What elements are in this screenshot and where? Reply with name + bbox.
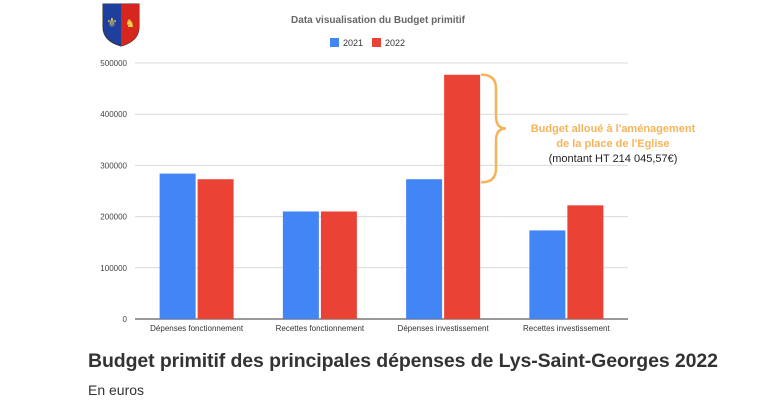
svg-text:⚜: ⚜ — [106, 16, 118, 31]
x-tick-label: Recettes investissement — [523, 324, 610, 333]
y-tick-label: 300000 — [100, 161, 127, 170]
x-tick-label: Dépenses investissement — [398, 324, 490, 333]
bar-2021-3 — [529, 230, 566, 319]
y-tick-label: 200000 — [100, 213, 127, 222]
bar-2022-0 — [197, 179, 234, 319]
annotation-highlight-line2: de la place de l'Eglise — [556, 138, 670, 150]
coat-of-arms-icon: ⚜ ♞ — [102, 3, 140, 47]
y-tick-label: 0 — [123, 315, 128, 324]
annotation-highlight-line1: Budget alloué à l'aménagement — [530, 123, 696, 135]
bar-2022-3 — [567, 205, 604, 319]
y-tick-label: 500000 — [100, 59, 127, 68]
annotation-brace — [480, 73, 507, 184]
bar-2022-2 — [444, 74, 481, 319]
budget-chart: Data visualisation du Budget primitif 202… — [100, 15, 628, 333]
caption-title: Budget primitif des principales dépenses… — [88, 350, 718, 372]
y-tick-label: 100000 — [100, 264, 127, 273]
x-tick-label: Recettes fonctionnement — [276, 324, 365, 333]
chart-title: Data visualisation du Budget primitif — [291, 15, 466, 26]
x-tick-label: Dépenses fonctionnement — [150, 324, 244, 333]
bar-2021-1 — [282, 211, 319, 319]
annotation-note: (montant HT 214 045,57€) — [548, 153, 678, 165]
legend-label-2022: 2022 — [385, 38, 405, 48]
annotation-text: Budget alloué à l'aménagement de la plac… — [528, 122, 698, 167]
bar-2022-1 — [320, 211, 357, 319]
legend-swatch-2021 — [330, 38, 339, 47]
bar-2021-2 — [406, 179, 443, 319]
legend-swatch-2022 — [372, 38, 381, 47]
y-tick-label: 400000 — [100, 110, 127, 119]
bar-2021-0 — [159, 173, 196, 319]
svg-text:♞: ♞ — [125, 17, 135, 30]
legend-label-2021: 2021 — [343, 38, 363, 48]
caption-subtitle: En euros — [88, 382, 145, 398]
